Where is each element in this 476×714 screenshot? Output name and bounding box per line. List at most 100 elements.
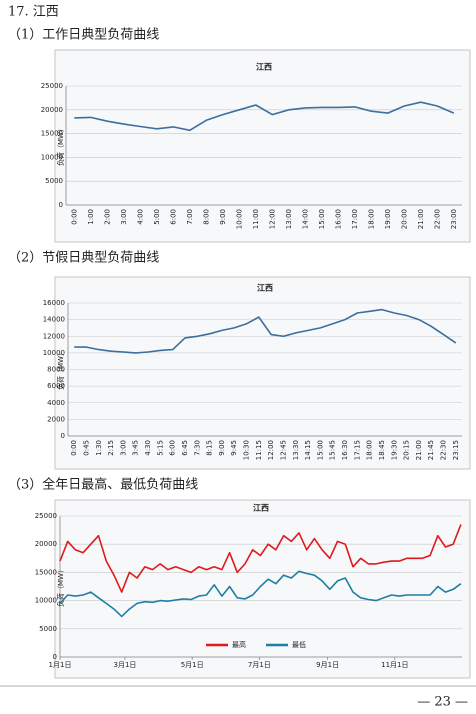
x-tick-label: 2:00 xyxy=(103,209,111,225)
y-tick-label: 5000 xyxy=(45,177,63,185)
x-tick-label: 4:30 xyxy=(144,440,152,456)
x-tick-label: 8:15 xyxy=(206,440,214,456)
y-tick-label: 16000 xyxy=(43,299,65,307)
x-tick-label: 18:45 xyxy=(378,440,386,460)
page-number: — 23 — xyxy=(417,695,468,710)
y-tick-label: 15000 xyxy=(41,130,63,138)
y-tick-label: 0 xyxy=(61,432,65,440)
y-axis-label: 负荷（MW） xyxy=(56,125,65,166)
legend-label: 最低 xyxy=(292,640,306,649)
x-tick-label: 5:00 xyxy=(153,209,161,225)
x-tick-label: 6:45 xyxy=(181,440,189,456)
x-tick-label: 21:45 xyxy=(427,440,435,460)
data-line xyxy=(74,308,457,354)
x-tick-label: 4:00 xyxy=(136,209,144,225)
x-tick-label: 5:15 xyxy=(156,440,164,456)
x-tick-label: 20:00 xyxy=(400,209,408,229)
x-tick-label: 10:30 xyxy=(243,440,251,460)
x-tick-label: 17:15 xyxy=(353,440,361,460)
x-tick-label: 12:00 xyxy=(268,209,276,229)
section-title: （1）工作日典型负荷曲线 xyxy=(8,28,159,43)
x-tick-label: 3:00 xyxy=(119,440,127,456)
x-tick-label: 2:15 xyxy=(107,440,115,456)
y-tick-label: 5000 xyxy=(39,625,57,633)
x-tick-label: 19:00 xyxy=(384,209,392,229)
x-tick-label: 14:00 xyxy=(301,209,309,229)
x-tick-label: 6:00 xyxy=(169,209,177,225)
x-tick-label: 5月1日 xyxy=(181,661,204,669)
x-tick-label: 18:00 xyxy=(366,440,374,460)
x-tick-label: 3:00 xyxy=(120,209,128,225)
x-tick-label: 9月1日 xyxy=(316,661,339,669)
x-tick-label: 9:00 xyxy=(218,440,226,456)
x-tick-label: 16:00 xyxy=(334,209,342,229)
x-tick-label: 9:00 xyxy=(219,209,227,225)
x-tick-label: 11:15 xyxy=(255,440,263,460)
x-tick-label: 8:00 xyxy=(202,209,210,225)
x-tick-label: 14:15 xyxy=(304,440,312,460)
y-tick-label: 0 xyxy=(53,653,57,661)
x-tick-label: 21:00 xyxy=(417,209,425,229)
x-tick-label: 21:00 xyxy=(415,440,423,460)
section-title: （3）全年日最高、最低负荷曲线 xyxy=(8,477,198,493)
x-tick-label: 15:45 xyxy=(329,440,337,460)
y-tick-label: 20000 xyxy=(41,106,63,114)
x-tick-label: 11月1日 xyxy=(381,661,408,669)
x-tick-label: 3:45 xyxy=(132,440,140,456)
chart-title: 江西 xyxy=(253,503,269,513)
y-tick-label: 10000 xyxy=(43,349,65,357)
x-tick-label: 13:30 xyxy=(292,440,300,460)
x-tick-label: 23:00 xyxy=(450,209,458,229)
x-tick-label: 12:45 xyxy=(279,440,287,460)
x-tick-label: 20:15 xyxy=(403,440,411,460)
x-tick-label: 12:00 xyxy=(267,440,275,460)
x-tick-label: 10:00 xyxy=(235,209,243,229)
y-tick-label: 15000 xyxy=(35,568,57,576)
chart-frame xyxy=(54,499,471,679)
x-tick-label: 16:30 xyxy=(341,440,349,460)
x-tick-label: 1:00 xyxy=(87,209,95,225)
y-tick-label: 0 xyxy=(59,201,63,209)
x-tick-label: 22:00 xyxy=(433,209,441,229)
y-tick-label: 8000 xyxy=(47,366,65,374)
data-line xyxy=(59,570,462,618)
x-tick-label: 6:00 xyxy=(169,440,177,456)
x-tick-label: 23:15 xyxy=(452,440,460,460)
y-tick-label: 20000 xyxy=(35,540,57,548)
y-tick-label: 12000 xyxy=(43,332,65,340)
x-tick-label: 1:30 xyxy=(95,440,103,456)
y-tick-label: 4000 xyxy=(47,399,65,407)
x-tick-label: 17:00 xyxy=(351,209,359,229)
x-tick-label: 7:00 xyxy=(186,209,194,225)
x-tick-label: 15:00 xyxy=(316,440,324,460)
data-line xyxy=(74,101,455,132)
section-title: （2）节假日典型负荷曲线 xyxy=(8,251,159,266)
y-tick-label: 6000 xyxy=(47,382,65,390)
legend-label: 最高 xyxy=(232,640,246,649)
y-axis-label: 负荷（MW） xyxy=(56,566,65,607)
chart-title: 江西 xyxy=(256,62,272,72)
x-tick-label: 18:00 xyxy=(367,209,375,229)
x-tick-label: 0:00 xyxy=(70,209,78,225)
chart-frame xyxy=(54,276,471,470)
x-tick-label: 0:45 xyxy=(82,440,90,456)
y-tick-label: 25000 xyxy=(41,82,63,90)
chart-frame xyxy=(54,49,471,243)
chart-title: 江西 xyxy=(257,283,273,293)
y-axis-label: 负荷（MW） xyxy=(56,349,65,390)
x-tick-label: 3月1日 xyxy=(114,661,137,669)
x-tick-label: 7:30 xyxy=(193,440,201,456)
x-tick-label: 15:00 xyxy=(318,209,326,229)
y-tick-label: 14000 xyxy=(43,316,65,324)
y-tick-label: 2000 xyxy=(47,415,65,423)
x-tick-label: 1月1日 xyxy=(49,661,72,669)
x-tick-label: 19:30 xyxy=(390,440,398,460)
y-tick-label: 10000 xyxy=(41,153,63,161)
x-tick-label: 0:00 xyxy=(70,440,78,456)
x-tick-label: 9:45 xyxy=(230,440,238,456)
y-tick-label: 25000 xyxy=(35,512,57,520)
x-tick-label: 13:00 xyxy=(285,209,293,229)
heading: 17. 江西 xyxy=(8,5,59,20)
x-tick-label: 22:30 xyxy=(440,440,448,460)
